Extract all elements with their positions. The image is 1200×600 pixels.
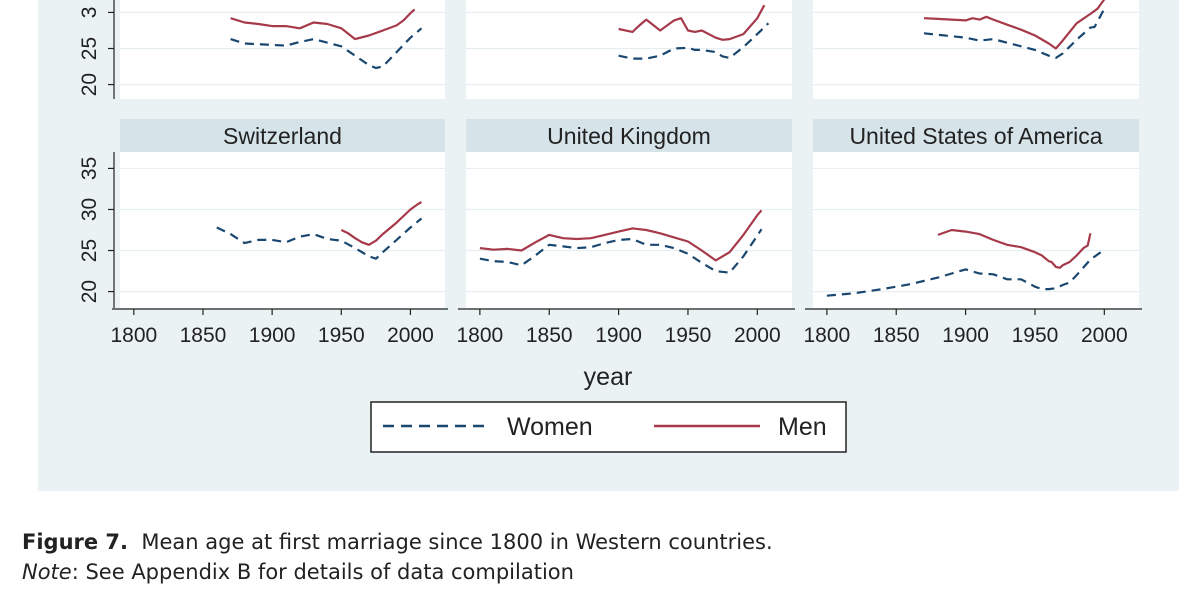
series-men-line — [340, 201, 423, 246]
x-tick-label: 1800 — [804, 324, 851, 347]
series-men-line — [618, 4, 766, 41]
plot-area — [813, 152, 1139, 308]
series-women-line — [479, 228, 763, 274]
figure-caption: Figure 7. Mean age at first marriage sin… — [22, 527, 1182, 587]
y-tick-label: 25 — [78, 37, 101, 60]
x-tick-label: 1850 — [873, 324, 920, 347]
series-men-line — [479, 209, 763, 262]
series-men-line — [230, 8, 416, 41]
plot-area — [120, 0, 445, 99]
note-line: Note: See Appendix B for details of data… — [22, 557, 1182, 587]
caption-line: Figure 7. Mean age at first marriage sin… — [22, 527, 1182, 557]
panel-top-left: 20 25 3 — [78, 0, 445, 99]
panel-switzerland: Switzerland 20 25 30 35 1800 1850 1900 1950 2000 — [78, 119, 448, 347]
legend: Women Men — [370, 401, 847, 453]
panel-title: Switzerland — [223, 123, 342, 149]
x-tick-label: 1850 — [526, 324, 573, 347]
caption-label: Figure 7. — [22, 530, 129, 554]
panel-title-strip — [813, 119, 1139, 152]
series-women-line — [216, 217, 423, 260]
panel-united-kingdom: United Kingdom 1800 1850 1900 1950 2000 — [457, 119, 795, 347]
plots-layer: 20 25 3 Switzerland 20 25 30 35 1800 1850 1900 1950… — [78, 0, 1142, 347]
note-label: Note — [22, 560, 72, 584]
series-women-line — [923, 8, 1106, 60]
legend-box — [370, 401, 847, 453]
x-tick-label: 2000 — [734, 324, 781, 347]
panel-title: United States of America — [849, 123, 1102, 149]
line-chart: 20 25 3 Switzerland 20 25 30 35 1800 1850 1900 1950… — [78, 0, 1142, 453]
x-tick-label: 2000 — [1081, 324, 1128, 347]
caption-text: Mean age at first marriage since 1800 in… — [141, 530, 773, 554]
panel-top-right — [813, 0, 1139, 99]
x-tick-label: 1950 — [1012, 324, 1059, 347]
y-tick-label: 20 — [78, 73, 101, 96]
series-women-line — [618, 22, 770, 60]
x-tick-label: 1950 — [318, 324, 365, 347]
x-tick-label: 1950 — [665, 324, 712, 347]
legend-men-label: Men — [778, 413, 827, 441]
y-tick-label: 3 — [78, 7, 101, 19]
y-tick-label: 25 — [78, 239, 101, 262]
note-text: : See Appendix B for details of data com… — [71, 560, 574, 584]
panel-united-states-of-america: United States of America 1800 1850 1900 1950… — [804, 119, 1142, 347]
series-men-line — [923, 0, 1106, 50]
x-tick-label: 1900 — [942, 324, 989, 347]
x-tick-label: 1900 — [249, 324, 296, 347]
legend-women-label: Women — [507, 413, 593, 441]
x-tick-label: 1800 — [457, 324, 504, 347]
panel-title-strip — [120, 119, 445, 152]
panel-title-strip — [466, 119, 792, 152]
series-women-line — [230, 27, 423, 70]
y-tick-label: 35 — [78, 157, 101, 180]
x-tick-label: 1800 — [110, 324, 157, 347]
series-men-line — [937, 228, 1092, 269]
plot-area — [466, 0, 792, 99]
plot-area — [120, 152, 445, 308]
y-tick-label: 20 — [78, 280, 101, 303]
x-tick-label: 2000 — [387, 324, 434, 347]
panel-top-middle — [466, 0, 792, 99]
x-tick-label: 1850 — [180, 324, 227, 347]
panel-title: United Kingdom — [547, 123, 711, 149]
x-tick-label: 1900 — [595, 324, 642, 347]
y-tick-label: 30 — [78, 198, 101, 221]
x-axis-title: year — [584, 363, 633, 391]
